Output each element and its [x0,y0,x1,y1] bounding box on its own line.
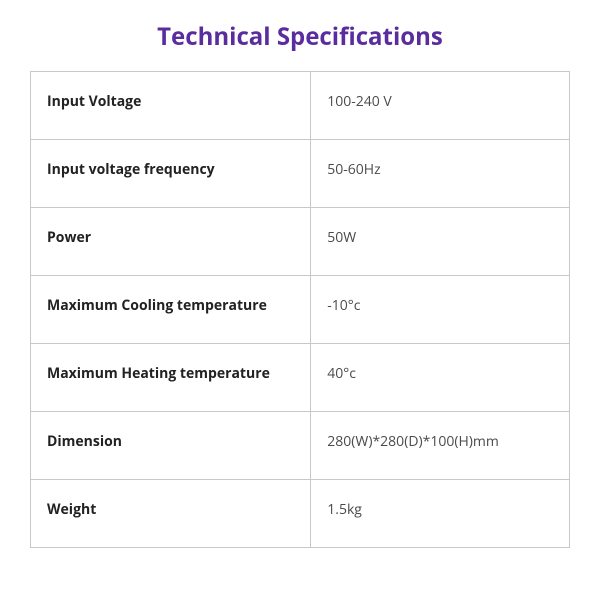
spec-value: 40°c [311,344,570,412]
table-row: Input Voltage100-240 V [31,72,570,140]
spec-label: Maximum Cooling temperature [31,276,311,344]
spec-value: 50W [311,208,570,276]
table-row: Maximum Cooling temperature-10°c [31,276,570,344]
spec-label: Input voltage frequency [31,140,311,208]
spec-table: Input Voltage100-240 VInput voltage freq… [30,71,570,548]
spec-label: Maximum Heating temperature [31,344,311,412]
spec-table-body: Input Voltage100-240 VInput voltage freq… [31,72,570,548]
spec-label: Weight [31,480,311,548]
table-row: Maximum Heating temperature40°c [31,344,570,412]
spec-value: -10°c [311,276,570,344]
spec-label: Dimension [31,412,311,480]
spec-label: Power [31,208,311,276]
page-title: Technical Specifications [30,20,570,53]
table-row: Power50W [31,208,570,276]
spec-label: Input Voltage [31,72,311,140]
spec-value: 1.5kg [311,480,570,548]
table-row: Dimension280(W)*280(D)*100(H)mm [31,412,570,480]
table-row: Input voltage frequency50-60Hz [31,140,570,208]
table-row: Weight1.5kg [31,480,570,548]
spec-value: 100-240 V [311,72,570,140]
spec-value: 280(W)*280(D)*100(H)mm [311,412,570,480]
spec-value: 50-60Hz [311,140,570,208]
